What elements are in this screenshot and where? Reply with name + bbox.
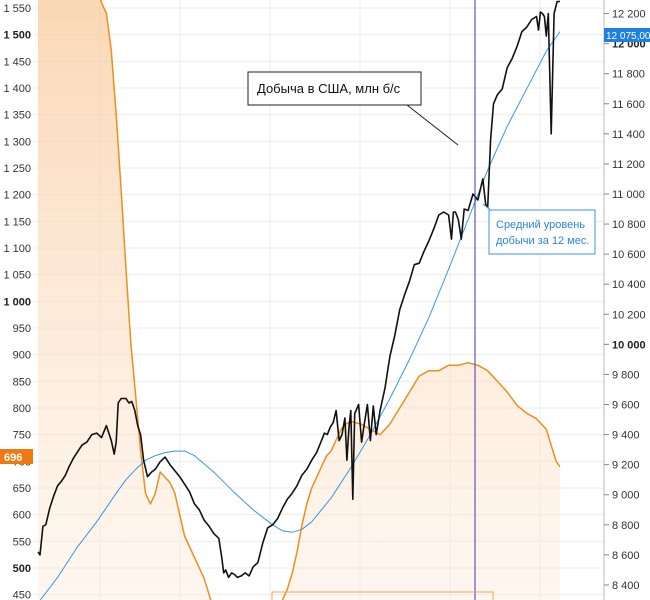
left-axis-tick-label: 1 450 (3, 56, 31, 68)
left-axis-tick-label: 650 (13, 483, 31, 495)
left-value-tag: 696 (0, 449, 33, 464)
right-axis-tick-label: 8 600 (612, 550, 640, 562)
left-axis-tick-label: 750 (13, 430, 31, 442)
left-axis-tick-label: 500 (13, 563, 31, 575)
left-axis-tick-label: 1 500 (3, 30, 31, 42)
left-axis-tick-label: 1 250 (3, 163, 31, 175)
left-axis: 1 550 1 500 1 450 1 400 1 350 1 300 1 250 1 200… (3, 3, 31, 600)
series-line-us-production (37, 0, 560, 579)
left-axis-tick-label: 800 (13, 403, 31, 415)
left-axis-tick-label: 1 200 (3, 190, 31, 202)
left-axis-tick-label: 850 (13, 376, 31, 388)
left-axis-tick-label: 1 300 (3, 136, 31, 148)
left-axis-tick-label: 950 (13, 323, 31, 335)
right-axis-tick-label: 9 800 (612, 369, 640, 381)
right-value-tag: 12 075,00 (604, 28, 650, 42)
right-axis-tick-label: 11 400 (612, 129, 645, 141)
callout-average: Средний уровень добычи за 12 мес. (482, 203, 596, 255)
right-axis-tick-label: 10 200 (612, 309, 646, 321)
right-axis-tick-label: 9 600 (612, 400, 640, 412)
left-axis-tick-label: 1 350 (3, 110, 31, 122)
right-axis-tick-label: 10 000 (612, 339, 646, 351)
bottom-box (271, 591, 494, 600)
left-axis-tick-label: 1 100 (3, 243, 31, 255)
left-axis-tick-label: 1 050 (3, 270, 31, 282)
right-axis-tick-label: 9 400 (612, 430, 640, 442)
left-axis-tick-label: 1 000 (3, 296, 31, 308)
left-axis-tick-label: 1 550 (3, 3, 31, 15)
right-axis-tick-label: 9 200 (612, 460, 640, 472)
right-axis-tick-label: 8 400 (612, 580, 640, 592)
left-axis-tick-label: 1 150 (3, 216, 31, 228)
callout-production: Добыча в США, млн б/с (247, 71, 459, 146)
left-axis-tick-label: 900 (13, 350, 31, 362)
right-axis-tick-label: 9 000 (612, 490, 640, 502)
left-axis-tick-label: 600 (13, 510, 31, 522)
right-axis-tick-label: 11 000 (612, 189, 645, 201)
right-axis-tick-label: 10 400 (612, 279, 646, 291)
callout-production-text: Добыча в США, млн б/с (257, 81, 401, 96)
series-lines (37, 0, 561, 600)
orange-area (38, 0, 560, 600)
series-line-orange (100, 0, 561, 600)
right-axis-tick-label: 10 800 (612, 219, 646, 231)
left-axis-tick-label: 450 (13, 590, 31, 600)
right-axis-tick-label: 11 600 (612, 99, 645, 111)
right-axis-tick-label: 12 200 (612, 9, 646, 21)
right-tag-label: 12 075,00 (606, 31, 650, 42)
right-axis-tick-label: 8 800 (612, 520, 640, 532)
right-axis-tick-label: 11 200 (612, 159, 645, 171)
callout-average-line-2: добычи за 12 мес. (496, 235, 589, 247)
right-axis-tick-label: 10 600 (612, 249, 646, 261)
orange-area-fill (38, 0, 560, 600)
left-tag-label: 696 (4, 452, 22, 464)
left-axis-tick-label: 1 400 (3, 83, 31, 95)
callout-average-line-1: Средний уровень (496, 219, 585, 231)
left-axis-tick-label: 550 (13, 536, 31, 548)
right-axis-tick-label: 11 800 (612, 69, 645, 81)
series-line-12m-average (39, 31, 561, 600)
